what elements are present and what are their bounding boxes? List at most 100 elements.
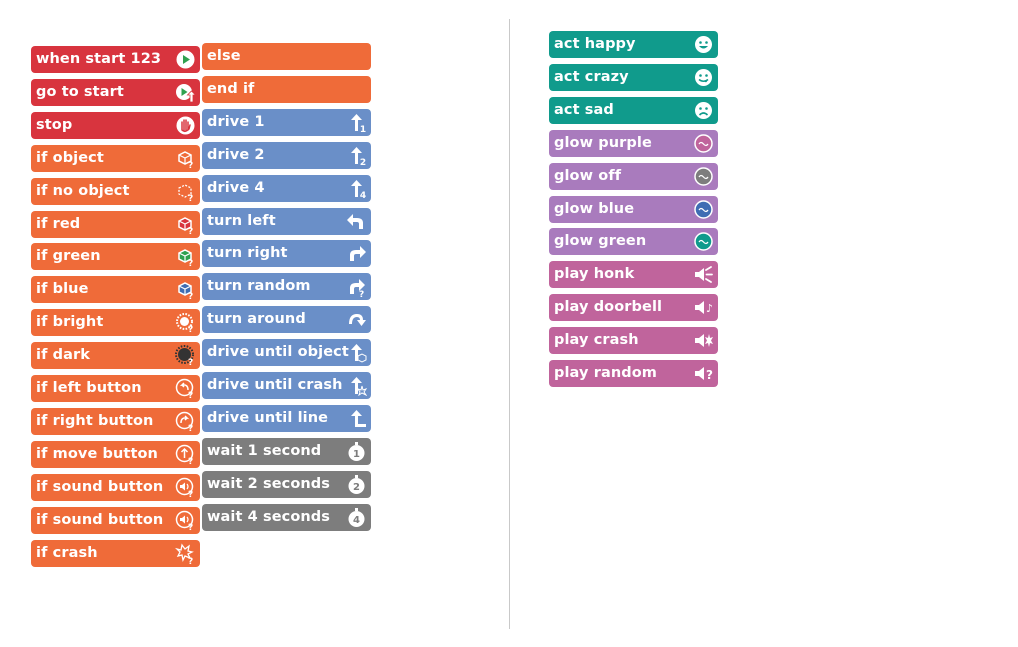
block-label: drive until object	[207, 344, 349, 360]
block-label: play honk	[554, 266, 635, 282]
block-card-drive-until-crash[interactable]: drive until crash	[202, 372, 371, 399]
block-card-go-to-start[interactable]: go to start	[31, 79, 200, 106]
sad-face-icon	[695, 102, 712, 119]
block-card-play-random[interactable]: play random?	[549, 360, 718, 387]
block-label: act happy	[554, 36, 636, 52]
dark-sun-question-icon: ?	[175, 345, 194, 366]
block-card-if-object[interactable]: if object?	[31, 145, 200, 172]
red-cube-question-icon: ?	[178, 217, 193, 235]
crazy-face-icon	[695, 69, 712, 86]
block-label: else	[207, 48, 241, 64]
move-button-question-icon: ?	[175, 444, 194, 465]
svg-text:?: ?	[188, 457, 193, 465]
block-card-play-crash[interactable]: play crash	[549, 327, 718, 354]
block-card-if-red[interactable]: if red?	[31, 211, 200, 238]
block-card-end-if[interactable]: end if	[202, 76, 371, 103]
speaker-crash-icon	[695, 334, 713, 347]
glow-off-icon	[694, 167, 713, 186]
block-card-play-doorbell[interactable]: play doorbell ♪	[549, 294, 718, 321]
dashed-cube-question-icon: ?	[178, 184, 193, 202]
glow-blue-icon	[694, 200, 713, 219]
block-card-if-move-button[interactable]: if move button?	[31, 441, 200, 468]
block-label: if dark	[36, 347, 90, 363]
block-label: if sound button	[36, 479, 164, 495]
block-card-act-crazy[interactable]: act crazy	[549, 64, 718, 91]
block-card-if-right-button[interactable]: if right button?	[31, 408, 200, 435]
block-card-else[interactable]: else	[202, 43, 371, 70]
block-label: if blue	[36, 281, 89, 297]
block-label: if green	[36, 248, 101, 264]
sound-button-question-icon: ?	[175, 510, 194, 531]
block-label: act crazy	[554, 69, 629, 85]
block-card-wait-2-seconds[interactable]: wait 2 seconds 2	[202, 471, 371, 498]
block-card-act-happy[interactable]: act happy	[549, 31, 718, 58]
block-card-glow-green[interactable]: glow green	[549, 228, 718, 255]
block-card-stop[interactable]: stop	[31, 112, 200, 139]
block-label: when start 123	[36, 51, 162, 67]
block-label: go to start	[36, 84, 124, 100]
glow-purple-icon	[694, 134, 713, 153]
arrow-up-crash-icon	[351, 377, 367, 396]
block-label: drive until crash	[207, 377, 343, 393]
block-card-if-left-button[interactable]: if left button?	[31, 375, 200, 402]
cube-question-icon: ?	[178, 151, 193, 169]
block-label: if crash	[36, 545, 98, 561]
block-label: end if	[207, 81, 255, 97]
block-card-turn-left[interactable]: turn left	[202, 208, 371, 235]
turn-right-icon	[350, 246, 366, 261]
block-card-if-blue[interactable]: if blue?	[31, 276, 200, 303]
block-card-if-crash[interactable]: if crash?	[31, 540, 200, 567]
block-card-if-green[interactable]: if green?	[31, 243, 200, 270]
stopwatch-1-icon: 1	[348, 442, 365, 461]
crash-question-icon: ?	[175, 543, 194, 564]
block-card-drive-1[interactable]: drive 1 1	[202, 109, 371, 136]
block-card-glow-off[interactable]: glow off	[549, 163, 718, 190]
block-label: play random	[554, 365, 657, 381]
block-card-if-dark[interactable]: if dark?	[31, 342, 200, 369]
block-label: glow blue	[554, 201, 635, 217]
block-label: drive 4	[207, 180, 265, 196]
block-card-if-no-object[interactable]: if no object?	[31, 178, 200, 205]
block-card-play-honk[interactable]: play honk	[549, 261, 718, 288]
green-cube-question-icon: ?	[178, 249, 193, 267]
block-card-turn-around[interactable]: turn around	[202, 306, 371, 333]
stopwatch-2-icon: 2	[348, 475, 365, 494]
svg-text:?: ?	[188, 490, 193, 498]
block-label: wait 4 seconds	[207, 509, 331, 525]
block-label: glow green	[554, 233, 647, 249]
block-card-turn-right[interactable]: turn right	[202, 240, 371, 267]
hand-icon	[176, 116, 195, 135]
block-card-drive-2[interactable]: drive 2 2	[202, 142, 371, 169]
block-card-glow-purple[interactable]: glow purple	[549, 130, 718, 157]
speaker-random-icon: ?	[695, 367, 713, 382]
page-divider	[509, 19, 510, 629]
svg-text:?: ?	[359, 290, 364, 297]
block-card-act-sad[interactable]: act sad	[549, 97, 718, 124]
svg-text:?: ?	[188, 557, 193, 564]
svg-text:?: ?	[188, 194, 193, 202]
turn-random-icon: ?	[350, 279, 365, 297]
block-card-drive-4[interactable]: drive 4 4	[202, 175, 371, 202]
svg-text:?: ?	[188, 391, 193, 399]
stopwatch-4-icon: 4	[348, 508, 365, 527]
block-card-wait-4-seconds[interactable]: wait 4 seconds 4	[202, 504, 371, 531]
block-card-if-bright[interactable]: if bright?	[31, 309, 200, 336]
left-button-question-icon: ?	[175, 378, 194, 399]
block-card-drive-until-line[interactable]: drive until line	[202, 405, 371, 432]
svg-text:1: 1	[353, 449, 360, 460]
block-card-drive-until-object[interactable]: drive until object	[202, 339, 371, 366]
block-label: stop	[36, 117, 73, 133]
block-card-glow-blue[interactable]: glow blue	[549, 196, 718, 223]
block-label: turn left	[207, 213, 276, 229]
speaker-doorbell-icon: ♪	[695, 301, 713, 315]
block-card-when-start-123[interactable]: when start 123	[31, 46, 200, 73]
arrow-up-line-icon	[351, 410, 366, 427]
block-card-if-sound-button[interactable]: if sound button?	[31, 507, 200, 534]
blue-cube-question-icon: ?	[178, 282, 193, 300]
block-card-wait-1-second[interactable]: wait 1 second 1	[202, 438, 371, 465]
svg-text:?: ?	[188, 358, 193, 366]
block-card-if-sound-button[interactable]: if sound button?	[31, 474, 200, 501]
svg-text:?: ?	[188, 325, 193, 333]
svg-text:?: ?	[188, 259, 193, 267]
block-card-turn-random[interactable]: turn random?	[202, 273, 371, 300]
